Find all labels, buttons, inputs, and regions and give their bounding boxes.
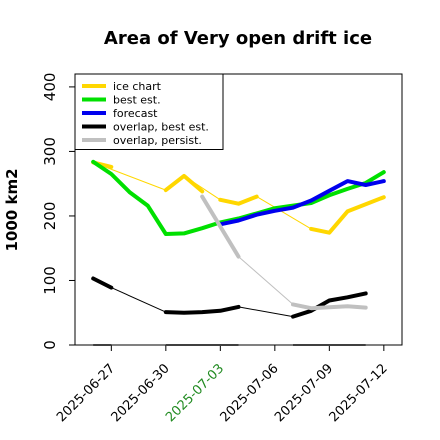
- overlap-persist-line-thick: [200, 194, 241, 259]
- y-tick-label: 0: [41, 340, 59, 350]
- ice-chart-line-thick: [309, 195, 386, 235]
- ice-chart-line-thick: [163, 173, 205, 194]
- overlap-best-est-line-thick: [291, 291, 368, 319]
- overlap-persist-line-thick: [291, 302, 368, 311]
- y-tick-label: 300: [41, 137, 59, 166]
- legend-label: forecast: [113, 107, 158, 120]
- plot-frame: [74, 73, 403, 346]
- legend-label: overlap, best est.: [113, 121, 209, 134]
- forecast-line: [218, 179, 386, 227]
- legend-label: overlap, persist.: [113, 134, 202, 147]
- ice-chart-line-thick: [218, 194, 259, 206]
- legend-label: best est.: [113, 94, 161, 107]
- y-tick-label: 400: [41, 73, 59, 102]
- y-axis-label: 1000 km2: [3, 168, 21, 251]
- overlap-best-est-line-thick: [91, 276, 114, 290]
- y-tick-label: 100: [41, 266, 59, 295]
- legend-label: ice chart: [113, 80, 162, 93]
- series-lines: [91, 159, 386, 319]
- chart-title: Area of Very open drift ice: [104, 28, 372, 49]
- overlap-best-est-line-thick: [163, 304, 241, 315]
- y-tick-label: 200: [41, 202, 59, 231]
